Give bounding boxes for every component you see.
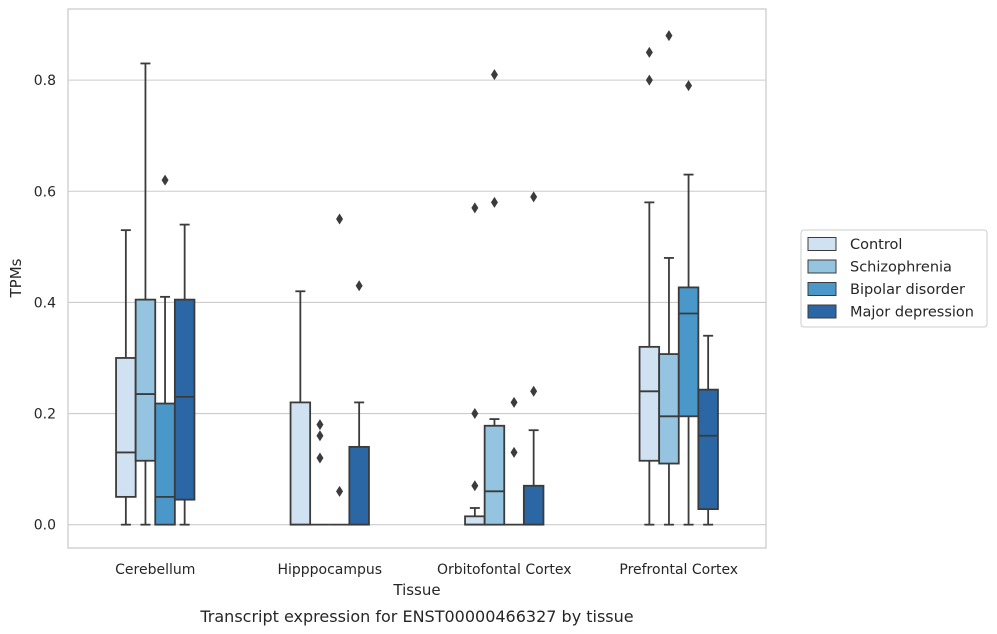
legend: Control Schizophrenia Bipolar disorder Majo… <box>800 229 988 328</box>
box-major-depression <box>697 334 719 526</box>
legend-label: Schizophrenia <box>850 260 952 276</box>
outlier-marker <box>645 74 653 86</box>
legend-swatch <box>807 304 837 319</box>
box-bipolar-disorder <box>677 80 700 526</box>
x-tick-label: Prefrontal Cortex <box>619 562 738 578</box>
box-control <box>638 46 661 526</box>
box-body <box>154 402 176 526</box>
box-major-depression <box>522 191 545 526</box>
box-body <box>638 345 661 462</box>
outlier-marker <box>665 30 673 42</box>
outlier-marker <box>471 408 479 420</box>
outlier-marker <box>316 430 324 442</box>
x-tick-labels: Cerebellum Hipppocampus Orbitofontal Corte… <box>115 562 738 578</box>
box-groups <box>115 30 719 526</box>
y-tick-labels: 0.0 0.2 0.4 0.6 0.8 <box>34 73 56 534</box>
box-major-depression <box>348 280 370 526</box>
box-bipolar-disorder <box>154 174 176 526</box>
legend-swatch <box>807 259 837 274</box>
y-tick-label: 0.8 <box>34 73 56 89</box>
box-schizophrenia <box>310 419 330 526</box>
box-body <box>658 353 680 465</box>
box-control <box>115 229 137 526</box>
box-bipolar-disorder <box>329 213 350 526</box>
box-schizophrenia <box>658 30 680 526</box>
box-body <box>464 515 486 526</box>
outlier-marker <box>471 202 479 214</box>
outlier-marker <box>471 480 479 492</box>
box-schizophrenia <box>134 62 157 526</box>
box-body <box>289 401 312 526</box>
y-tick-label: 0.0 <box>34 518 56 534</box>
outlier-marker <box>510 396 518 408</box>
box-bipolar-disorder <box>504 396 524 526</box>
box-body <box>115 357 137 498</box>
box-body <box>697 388 719 511</box>
box-major-depression <box>173 223 196 526</box>
outlier-marker <box>355 280 363 292</box>
box-schizophrenia <box>483 69 506 526</box>
box-body <box>348 445 370 526</box>
box-control <box>289 290 312 526</box>
outlier-marker <box>530 385 538 397</box>
y-tick-label: 0.6 <box>34 184 56 200</box>
x-tick-label: Orbitofontal Cortex <box>437 562 572 578</box>
x-axis-title: Tissue <box>392 581 440 599</box>
chart-caption: Transcript expression for ENST0000046632… <box>199 607 633 626</box>
outlier-marker <box>645 46 653 58</box>
outlier-marker <box>490 69 498 81</box>
legend-frame <box>800 229 988 328</box>
x-tick-label: Hipppocampus <box>277 562 382 578</box>
outlier-marker <box>530 191 538 203</box>
legend-label: Major depression <box>850 305 974 321</box>
outlier-marker <box>510 446 518 458</box>
box-body <box>134 298 157 462</box>
legend-label: Control <box>850 237 902 253</box>
box-control <box>464 202 486 526</box>
outlier-marker <box>490 196 498 208</box>
box-body <box>522 484 545 526</box>
y-tick-label: 0.2 <box>34 407 56 423</box>
legend-swatch <box>807 282 837 296</box>
outlier-marker <box>316 419 324 431</box>
y-tick-label: 0.4 <box>34 295 56 311</box>
box-body <box>483 424 506 526</box>
box-body <box>173 298 196 501</box>
y-axis-title: TPMs <box>7 258 25 298</box>
outlier-marker <box>336 485 344 497</box>
plot-frame <box>67 8 767 549</box>
outlier-marker <box>685 80 693 92</box>
outlier-marker <box>161 174 169 186</box>
outlier-marker <box>336 213 344 225</box>
box-body <box>677 286 700 418</box>
outlier-marker <box>316 452 324 464</box>
x-tick-label: Cerebellum <box>115 562 195 578</box>
legend-swatch <box>807 237 837 251</box>
legend-label: Bipolar disorder <box>850 282 965 298</box>
